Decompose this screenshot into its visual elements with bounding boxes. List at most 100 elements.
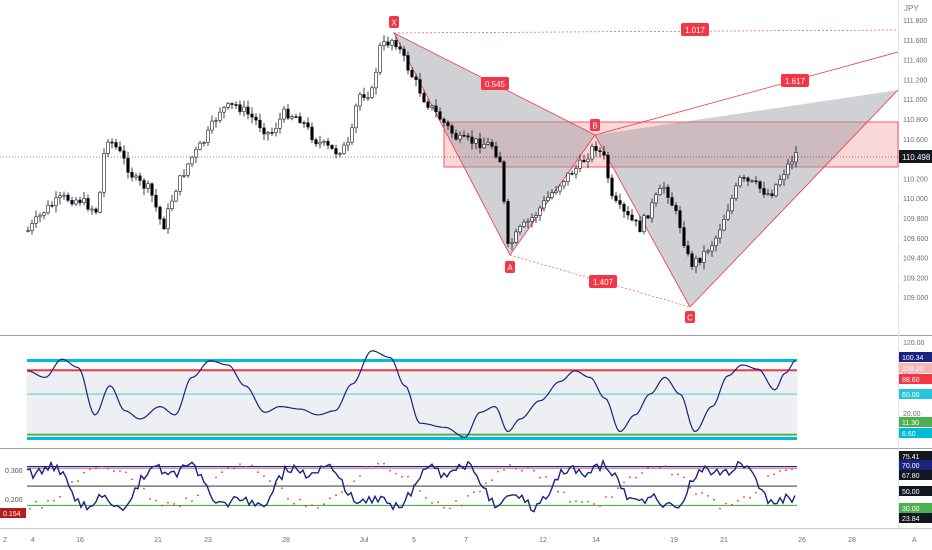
time-tick-label: 4: [31, 537, 35, 544]
candle-body: [622, 203, 626, 212]
candle-body: [326, 140, 330, 146]
time-tick-label: 21: [720, 537, 728, 544]
osc2-dot: [515, 467, 517, 470]
price-tick-label: 109.600: [903, 236, 928, 243]
osc2-dot: [431, 502, 433, 504]
osc2-dot: [533, 469, 535, 472]
osc2-dot: [323, 503, 325, 506]
candle-body: [330, 145, 334, 149]
osc2-dot: [653, 466, 655, 468]
osc2-value-badge-text: 75.41: [902, 454, 920, 461]
osc2-dot: [449, 507, 451, 510]
price-axis[interactable]: 111.800 111.600 111.400 111.200 111.000 110.8…: [903, 18, 928, 302]
candle-body: [562, 181, 566, 187]
candle-body: [650, 202, 654, 219]
candle-body: [690, 253, 694, 267]
candle-body: [302, 122, 306, 124]
main-pane[interactable]: [0, 0, 898, 335]
osc2-dot: [647, 466, 649, 469]
ratio-badge: [781, 74, 809, 87]
candle-body: [154, 194, 158, 208]
time-tick-label: 5: [412, 537, 416, 544]
pattern-point-badge: [590, 119, 600, 131]
candle-body: [394, 39, 398, 48]
candle-body: [350, 127, 354, 143]
candle-body: [710, 245, 714, 252]
candle-body: [514, 231, 518, 243]
candle-body: [138, 175, 142, 181]
candle-body: [682, 227, 686, 246]
candle-body: [282, 108, 286, 120]
bcd-triangle: [595, 90, 898, 307]
osc2-dot: [419, 490, 421, 492]
time-tick-label: 14: [592, 537, 600, 544]
osc2-dot: [311, 504, 313, 506]
candle-body: [174, 191, 178, 202]
candle-body: [698, 257, 702, 263]
candle-body: [146, 183, 150, 189]
candle-body: [478, 138, 482, 149]
candle-body: [266, 132, 270, 135]
candle-body: [670, 197, 674, 206]
candle-body: [434, 105, 438, 112]
time-tick-label: Jul: [360, 537, 369, 544]
candle-body: [358, 94, 362, 107]
candle-body: [674, 205, 678, 211]
oscillator-1[interactable]: [26, 350, 797, 441]
candle-body: [498, 156, 502, 163]
osc2-dot: [593, 503, 595, 505]
time-tick-label: 23: [204, 537, 212, 544]
candle-body: [646, 215, 650, 219]
osc2-dot: [701, 492, 703, 494]
osc2-value-badge-text: 30.00: [902, 506, 920, 513]
osc2-dot: [305, 505, 307, 508]
osc2-dot: [443, 506, 445, 509]
candle-body: [354, 105, 358, 129]
oscillator-2[interactable]: [26, 458, 797, 513]
candle-body: [490, 142, 494, 147]
price-tick-label: 111.000: [903, 97, 927, 104]
price-tick-label: 109.400: [903, 256, 928, 263]
candle-body: [42, 212, 46, 216]
osc1-tick-label: 120.00: [903, 340, 925, 347]
candle-body: [486, 142, 490, 145]
candle-body: [290, 116, 294, 119]
candle-body: [186, 163, 190, 176]
candle-body: [410, 69, 414, 78]
candle-body: [638, 220, 642, 232]
candle-body: [82, 198, 86, 204]
osc2-dot: [125, 471, 127, 474]
osc2-dot: [113, 470, 115, 473]
osc2-dot: [749, 496, 751, 499]
pattern-point-badge: [389, 16, 399, 28]
candle-body: [58, 195, 62, 199]
osc1-value-badge: [899, 363, 932, 373]
candle-body: [586, 158, 590, 162]
candle-body: [618, 200, 622, 205]
time-axis[interactable]: 4 16 21 23 28 Jul 5 7 12 14 19 21 26 28: [31, 537, 856, 544]
osc2-dot: [677, 473, 679, 476]
time-tick-label: 7: [464, 537, 468, 544]
candle-body: [634, 219, 638, 222]
osc1-value-badge-text: 11.30: [902, 420, 919, 427]
osc2-dot: [407, 475, 409, 478]
osc2-dot: [347, 484, 349, 487]
osc2-dot: [239, 463, 241, 465]
candle-body: [194, 149, 198, 158]
candle-body: [322, 140, 326, 143]
candle-body: [114, 142, 118, 148]
candle-body: [766, 193, 770, 195]
candle-body: [214, 120, 218, 122]
osc2-value-badge-text: 67.80: [902, 473, 920, 480]
osc2-dot: [743, 496, 745, 498]
osc2-dot: [629, 476, 631, 479]
candle-body: [342, 144, 346, 154]
candle-body: [458, 134, 462, 140]
candle-body: [426, 101, 430, 108]
osc2-dot: [509, 464, 511, 466]
candle-body: [166, 208, 170, 230]
osc2-dot: [149, 498, 151, 500]
candle-body: [374, 71, 378, 89]
candle-body: [46, 204, 50, 214]
